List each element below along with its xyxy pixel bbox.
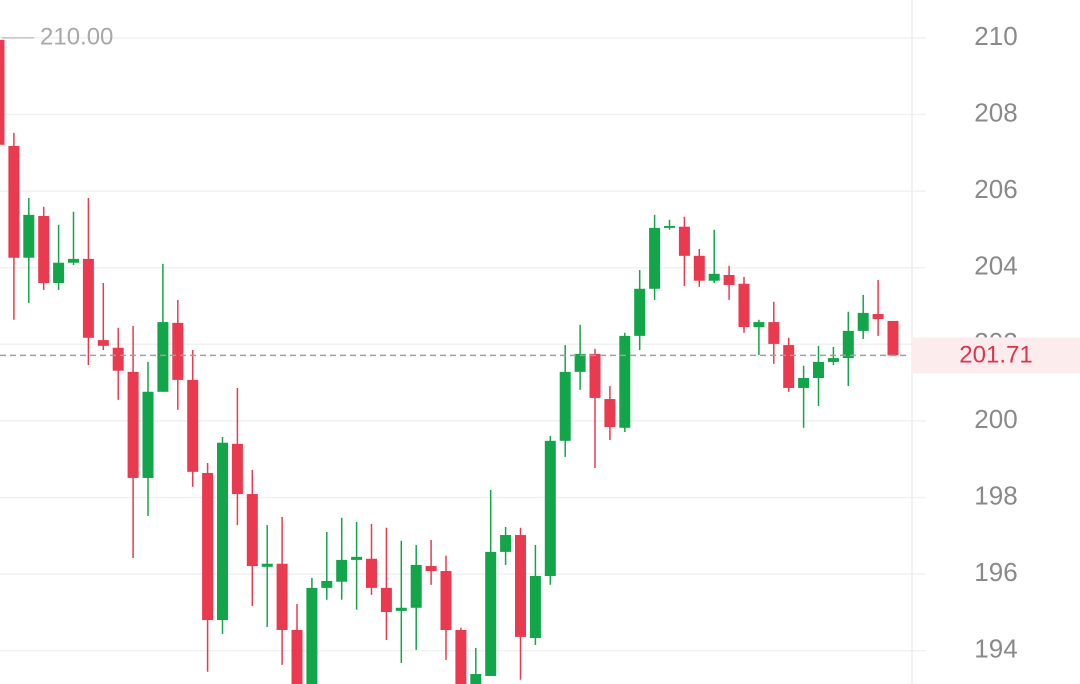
candle-body <box>783 345 795 388</box>
candle-body <box>410 564 422 608</box>
max-marker-label: 210.00 <box>40 23 113 50</box>
candle-body <box>97 340 109 346</box>
last-price-label: 201.71 <box>959 342 1032 369</box>
candle-body <box>574 353 586 372</box>
candle-body <box>425 566 437 572</box>
candle-body <box>664 225 675 228</box>
candle-body <box>366 558 377 588</box>
candle-body <box>172 322 184 380</box>
candle-body <box>380 587 392 612</box>
candle-body <box>276 563 288 630</box>
candle-body <box>827 358 839 362</box>
candle-body <box>53 262 65 284</box>
candle-body <box>604 399 616 428</box>
candle-body <box>0 39 5 145</box>
y-tick-label: 208 <box>974 97 1017 127</box>
candle-body <box>8 145 20 258</box>
candle-body <box>321 580 333 588</box>
candle-body <box>246 494 258 567</box>
candle-body <box>440 571 452 630</box>
candle-body <box>291 630 303 684</box>
candle-body <box>261 563 273 567</box>
candle-body <box>231 443 243 495</box>
candle-body <box>336 559 348 582</box>
candle-body <box>470 674 482 684</box>
y-tick-label: 196 <box>974 557 1017 587</box>
candle-body <box>559 371 571 441</box>
candle-body <box>887 320 899 356</box>
candle-body <box>768 322 780 344</box>
candle-body <box>708 273 720 281</box>
candle-body <box>455 630 467 684</box>
y-tick-label: 204 <box>974 251 1017 281</box>
candle-body <box>813 361 824 378</box>
y-tick-label: 200 <box>974 404 1017 434</box>
candle-body <box>798 378 810 388</box>
candle-body <box>529 576 541 639</box>
y-tick-label: 206 <box>974 174 1017 204</box>
candle-body <box>187 379 199 472</box>
candle-body <box>202 472 214 621</box>
candle-body <box>678 226 690 256</box>
candle-body <box>23 214 35 258</box>
candle-body <box>68 258 79 263</box>
candle-body <box>589 353 601 398</box>
y-tick-label: 210 <box>974 21 1017 51</box>
candle-body <box>693 255 705 281</box>
last-price-box <box>912 337 1080 374</box>
candle-body <box>142 391 154 478</box>
y-tick-label: 198 <box>974 480 1017 510</box>
candle-body <box>157 322 169 392</box>
candle-body <box>753 322 765 328</box>
candle-body <box>842 330 854 359</box>
candle-body <box>127 371 139 478</box>
candle-body <box>857 312 869 331</box>
candle-body <box>112 347 124 371</box>
candle-body <box>485 551 497 676</box>
candle-body <box>500 535 512 552</box>
candle-body <box>634 288 646 336</box>
candle-body <box>619 335 631 428</box>
candle-body <box>723 274 735 285</box>
candle-body <box>217 442 228 621</box>
candle-body <box>544 440 556 576</box>
candle-body <box>872 314 884 320</box>
candle-body <box>515 535 526 637</box>
candle-body <box>82 258 94 338</box>
candle-body <box>351 556 363 560</box>
candle-body <box>738 283 750 328</box>
candle-body <box>395 607 407 611</box>
y-tick-label: 194 <box>974 634 1017 664</box>
candle-body <box>649 227 661 289</box>
candle-body <box>38 216 50 284</box>
candle-body <box>306 587 318 684</box>
